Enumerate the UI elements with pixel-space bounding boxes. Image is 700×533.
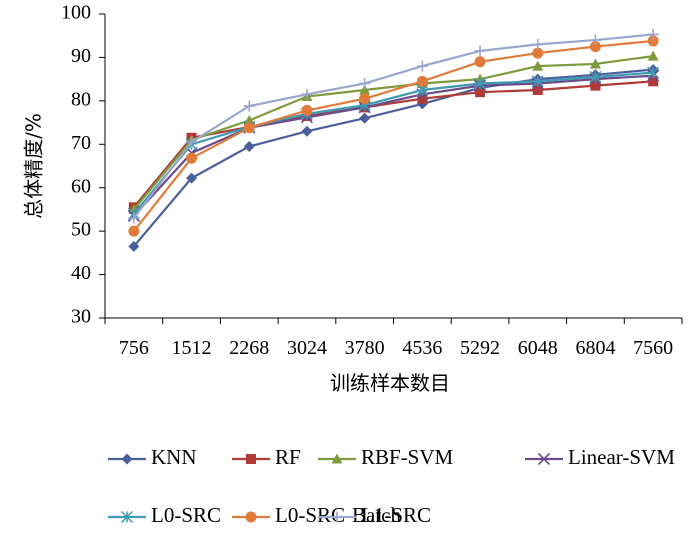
x-tick-label: 4536 xyxy=(402,337,442,359)
data-point xyxy=(532,85,543,95)
data-point xyxy=(186,136,198,148)
legend: KNN RF RBF-SVM Linear-SVM L0-SRC L0-SRC-Batch… xyxy=(108,445,675,527)
series-linear-svm xyxy=(127,69,660,223)
x-tick-label: 7560 xyxy=(633,337,673,359)
data-point xyxy=(647,66,660,79)
legend-item: L1-SRC xyxy=(318,503,431,527)
data-point xyxy=(531,75,544,88)
legend-label: RBF-SVM xyxy=(361,445,454,469)
legend-item: L0-SRC-Batch xyxy=(232,503,401,527)
series-line xyxy=(132,39,654,232)
y-tick-label: 100 xyxy=(61,2,91,24)
series-layer xyxy=(127,28,660,252)
y-axis-title: 总体精度/% xyxy=(22,113,46,219)
legend-label: L1-SRC xyxy=(361,503,431,527)
data-point xyxy=(589,34,601,46)
legend-item: RBF-SVM xyxy=(318,445,454,469)
legend-marker xyxy=(120,510,134,524)
series-line xyxy=(133,80,654,208)
legend-label: L0-SRC xyxy=(151,503,221,527)
legend-marker xyxy=(246,454,256,464)
data-point xyxy=(359,84,371,95)
data-point xyxy=(474,56,486,68)
legend-marker xyxy=(121,453,133,465)
legend-item: RF xyxy=(232,445,301,469)
data-point xyxy=(128,240,140,252)
x-tick-label: 756 xyxy=(119,337,149,359)
x-tick-label: 3780 xyxy=(345,337,385,359)
data-point xyxy=(475,87,486,98)
y-tick-label: 80 xyxy=(71,88,91,110)
x-tick-label: 2268 xyxy=(229,337,269,359)
y-tick-label: 40 xyxy=(71,262,91,284)
data-point xyxy=(590,80,601,91)
series-l0-src-batch xyxy=(128,35,659,237)
legend-label: KNN xyxy=(151,445,197,469)
legend-marker xyxy=(331,453,343,464)
data-point xyxy=(359,93,371,105)
y-tick-label: 90 xyxy=(71,45,91,67)
data-point xyxy=(589,70,602,84)
data-point xyxy=(301,104,313,116)
data-point xyxy=(474,45,486,57)
data-point xyxy=(243,140,255,152)
legend-item: Linear-SVM xyxy=(525,445,675,469)
data-point xyxy=(301,88,313,100)
series-line xyxy=(133,55,654,211)
data-point xyxy=(243,100,255,112)
axes: 30 40 50 60 70 80 90 100 756 1512 2268 3024 3780 4536… xyxy=(61,2,683,359)
y-tick-label: 70 xyxy=(71,132,91,154)
data-point xyxy=(416,60,428,72)
x-tick-label: 1512 xyxy=(172,337,212,359)
data-point xyxy=(589,58,601,69)
legend-marker xyxy=(331,511,343,523)
data-point xyxy=(532,47,544,59)
data-point xyxy=(647,28,659,40)
data-point xyxy=(301,125,313,137)
legend-item: KNN xyxy=(108,445,197,469)
series-knn xyxy=(128,64,659,252)
data-point xyxy=(243,114,255,125)
x-tick-label: 6048 xyxy=(518,337,558,359)
data-point xyxy=(648,76,659,87)
legend-label: RF xyxy=(275,445,301,469)
data-point xyxy=(128,225,140,237)
data-point xyxy=(186,172,198,184)
x-axis-title: 训练样本数目 xyxy=(330,371,450,395)
legend-label: Linear-SVM xyxy=(568,445,675,469)
series-line xyxy=(132,33,654,219)
data-point xyxy=(532,38,544,50)
data-point xyxy=(417,93,428,104)
data-point xyxy=(243,122,255,134)
data-point xyxy=(416,75,428,87)
series-line xyxy=(133,71,654,215)
legend-marker xyxy=(245,511,257,523)
series-l1-src xyxy=(128,28,659,224)
data-point xyxy=(589,41,601,53)
data-point xyxy=(647,50,659,61)
data-point xyxy=(359,112,371,124)
y-tick-label: 50 xyxy=(71,219,91,241)
data-point xyxy=(186,152,198,164)
legend-label: L0-SRC-Batch xyxy=(275,503,401,527)
series-line xyxy=(133,68,654,248)
x-tick-label: 5292 xyxy=(460,337,500,359)
x-tick-label: 6804 xyxy=(575,337,615,359)
x-tick-label: 3024 xyxy=(287,337,327,359)
legend-item: L0-SRC xyxy=(108,503,221,527)
data-point xyxy=(359,77,371,89)
y-tick-label: 60 xyxy=(71,175,91,197)
data-point xyxy=(647,35,659,47)
y-tick-label: 30 xyxy=(71,306,91,328)
data-point xyxy=(532,60,544,71)
data-point xyxy=(474,77,487,90)
data-point xyxy=(128,212,140,224)
series-line xyxy=(133,74,654,217)
legend-marker xyxy=(537,452,551,466)
